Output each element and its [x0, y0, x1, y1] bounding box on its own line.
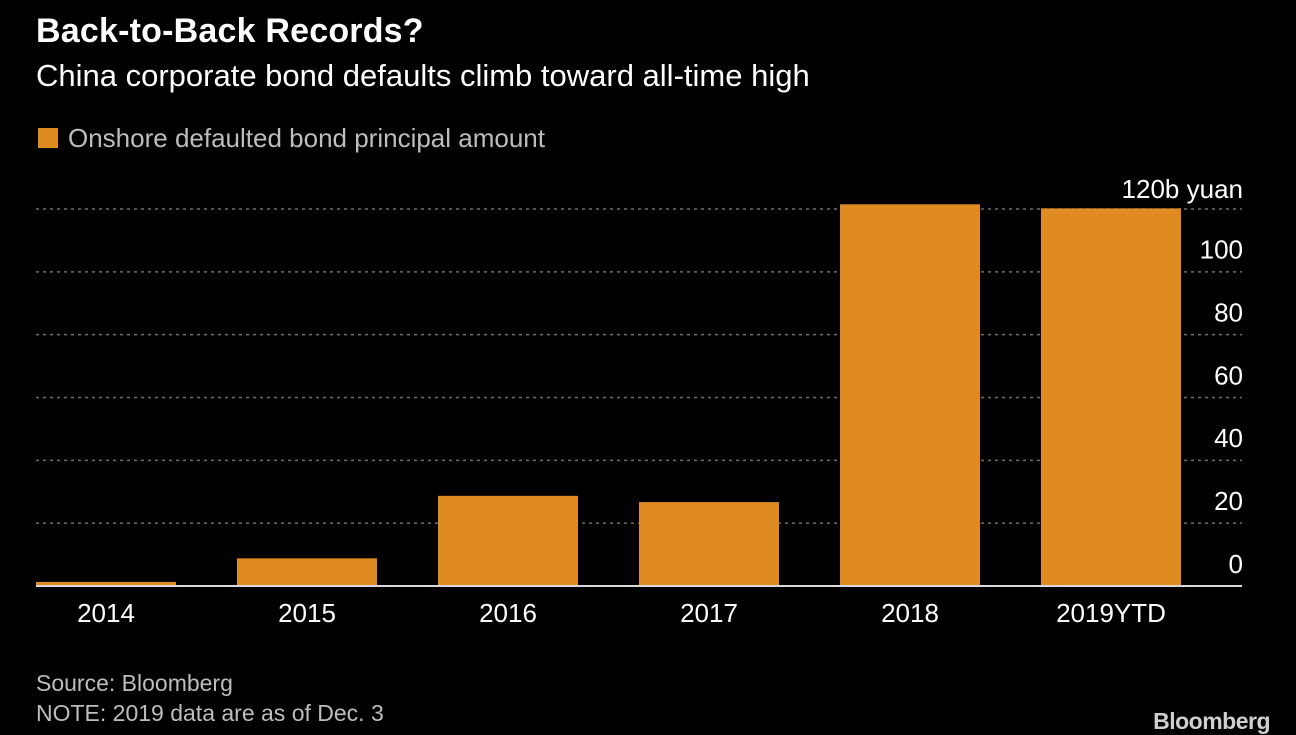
bar-2015	[237, 558, 377, 586]
chart-title: Back-to-Back Records?	[36, 12, 424, 50]
y-tick-label: 80	[1214, 298, 1243, 328]
bars	[36, 204, 1181, 586]
data-note: NOTE: 2019 data are as of Dec. 3	[36, 700, 384, 726]
y-tick-label: 100	[1200, 235, 1243, 265]
bar-2014	[36, 581, 176, 586]
legend: Onshore defaulted bond principal amount	[38, 122, 545, 154]
x-axis-ticks: 2014 2015 2016 2017 2018 2019YTD	[77, 598, 1166, 628]
y-tick-label: 120b yuan	[1122, 174, 1243, 204]
x-tick-label: 2015	[278, 598, 336, 628]
x-tick-label: 2019YTD	[1056, 598, 1166, 628]
x-tick-label: 2017	[680, 598, 738, 628]
bar-2019ytd	[1041, 208, 1181, 586]
bar-2016	[438, 495, 578, 586]
bar-2018	[840, 204, 980, 586]
y-axis-ticks: 0 20 40 60 80 100 120b yuan	[1122, 174, 1243, 579]
y-tick-label: 0	[1229, 549, 1243, 579]
chart-subtitle: China corporate bond defaults climb towa…	[36, 58, 810, 93]
legend-label: Onshore defaulted bond principal amount	[68, 122, 545, 153]
bar-2017	[639, 502, 779, 586]
x-tick-label: 2016	[479, 598, 537, 628]
y-tick-label: 60	[1214, 360, 1243, 390]
y-tick-label: 20	[1214, 486, 1243, 516]
bloomberg-logo: Bloomberg	[1153, 708, 1270, 734]
x-tick-label: 2014	[77, 598, 135, 628]
x-tick-label: 2018	[881, 598, 939, 628]
y-tick-label: 40	[1214, 423, 1243, 453]
source-note: Source: Bloomberg	[36, 670, 233, 696]
legend-swatch	[38, 128, 58, 148]
